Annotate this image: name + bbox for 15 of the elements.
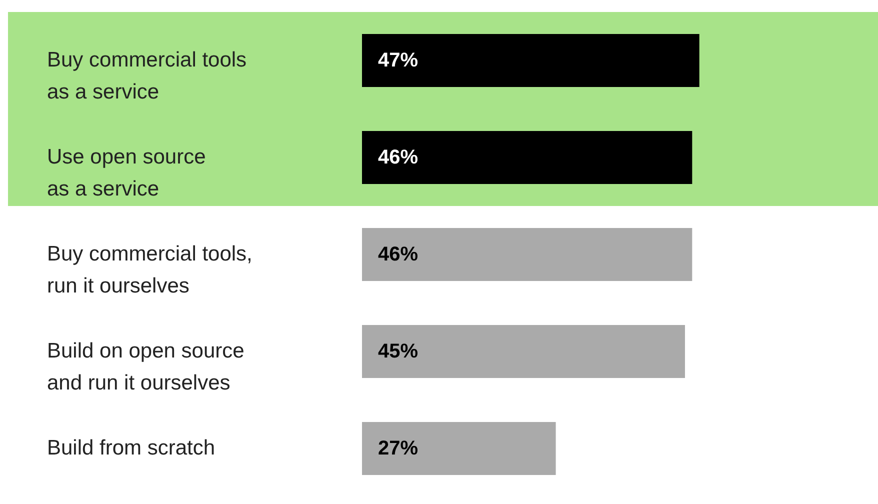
data-label: 45% (378, 340, 418, 362)
data-label: 46% (378, 244, 418, 266)
bar (362, 34, 700, 87)
data-label: 46% (378, 146, 418, 168)
y-tick-label: Use open source as a service (47, 146, 206, 200)
bar (362, 325, 685, 378)
bar (362, 228, 692, 281)
y-tick-label: Buy commercial tools, run it ourselves (47, 242, 252, 298)
data-label: 27% (378, 438, 418, 460)
bar (362, 131, 692, 184)
y-tick-label: Build on open source and run it ourselves (47, 340, 244, 394)
bar (362, 422, 556, 475)
data-label: 47% (378, 50, 418, 72)
y-tick-label: Buy commercial tools as a service (47, 48, 247, 104)
y-tick-label: Build from scratch (47, 436, 216, 460)
